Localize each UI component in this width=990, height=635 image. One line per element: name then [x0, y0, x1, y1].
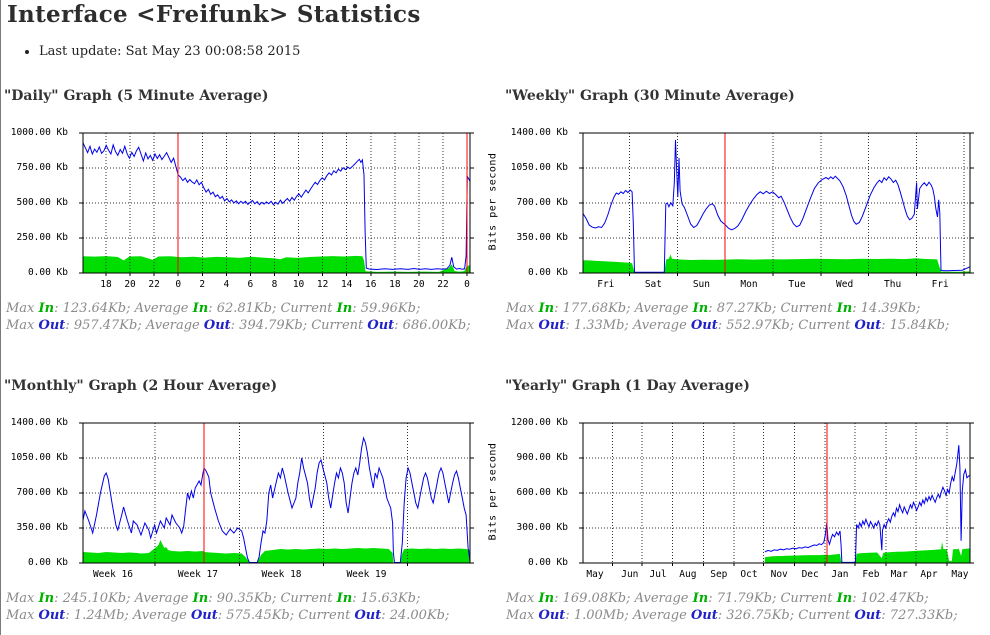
yearly-y-tick-label: 900.00 Kb [516, 452, 568, 463]
daily-x-tick-label: 18 [100, 279, 112, 290]
daily-y-tick-label: 1000.00 Kb [10, 127, 68, 138]
weekly-graph-heading: "Weekly" Graph (30 Minute Average) [505, 88, 795, 104]
daily-x-tick-label: 0 [175, 279, 182, 290]
daily-graph-canvas [79, 132, 474, 276]
yearly-stats-in-line: Max In: 169.08Kb; Average In: 71.79Kb; C… [506, 591, 929, 606]
monthly-x-tick-label: Week 17 [177, 569, 218, 580]
daily-y-tick-label: 500.00 Kb [16, 197, 68, 208]
monthly-stats: Max In: 245.10Kb; Average In: 90.35Kb; C… [6, 590, 449, 624]
weekly-stats-in-line: Max In: 177.68Kb; Average In: 87.27Kb; C… [506, 301, 921, 316]
yearly-x-tick-label: Jul [649, 569, 667, 580]
monthly-graph-heading: "Monthly" Graph (2 Hour Average) [4, 378, 278, 394]
weekly-y-tick-label: 1400.00 Kb [510, 127, 568, 138]
yearly-x-tick-label: Dec [801, 569, 819, 580]
daily-x-tick-label: 16 [365, 279, 377, 290]
weekly-x-tick-label: Thu [884, 279, 902, 290]
weekly-x-tick-label: Wed [836, 279, 854, 290]
daily-x-tick-label: 12 [316, 279, 329, 290]
yearly-stats: Max In: 169.08Kb; Average In: 71.79Kb; C… [506, 590, 958, 624]
daily-y-tick-label: 0.00 Kb [27, 267, 68, 278]
monthly-y-tick-label: 350.00 Kb [16, 522, 68, 533]
yearly-y-tick-label: 1200.00 Kb [510, 417, 568, 428]
yearly-x-tick-label: Mar [890, 569, 908, 580]
daily-y-tick-label: 250.00 Kb [16, 232, 68, 243]
yearly-graph-heading: "Yearly" Graph (1 Day Average) [505, 378, 750, 394]
daily-x-tick-label: 8 [271, 279, 278, 290]
monthly-x-tick-label: Week 16 [92, 569, 133, 580]
yearly-x-tick-label: Oct [740, 569, 758, 580]
yearly-y-tick-label: 600.00 Kb [516, 487, 568, 498]
daily-x-tick-label: 0 [464, 279, 470, 290]
yearly-x-tick-label: Apr [920, 569, 938, 580]
weekly-x-tick-label: Sun [692, 279, 710, 290]
weekly-x-tick-label: Fri [931, 279, 949, 290]
weekly-x-tick-label: Sat [644, 279, 662, 290]
yearly-graph-canvas [579, 422, 974, 566]
yearly-x-tick-label: Jan [831, 569, 849, 580]
yearly-y-tick-label: 0.00 Kb [527, 557, 568, 568]
daily-x-tick-label: 22 [437, 279, 449, 290]
yearly-graph: 1200.00 Kb 900.00 Kb 600.00 Kb 300.00 Kb 0.0… [488, 411, 990, 587]
yearly-x-tick-label: Sep [710, 569, 728, 580]
yearly-x-tick-label: Feb [862, 569, 880, 580]
daily-graph: 1000.00 Kb 750.00 Kb 500.00 Kb 250.00 Kb 0.0… [0, 121, 492, 297]
daily-stats-in-line: Max In: 123.64Kb; Average In: 62.81Kb; C… [6, 301, 421, 316]
daily-x-tick-label: 4 [223, 279, 230, 290]
weekly-x-tick-label: Tue [788, 279, 806, 290]
daily-x-tick-label: 20 [124, 279, 136, 290]
monthly-y-tick-label: 1400.00 Kb [10, 417, 68, 428]
weekly-stats: Max In: 177.68Kb; Average In: 87.27Kb; C… [506, 300, 949, 334]
daily-x-tick-label: 22 [148, 279, 160, 290]
yearly-y-tick-label: 300.00 Kb [516, 522, 568, 533]
weekly-x-tick-label: Fri [597, 279, 615, 290]
daily-x-tick-label: 20 [413, 279, 425, 290]
weekly-y-tick-label: 350.00 Kb [516, 232, 568, 243]
monthly-y-tick-label: 0.00 Kb [27, 557, 68, 568]
page-title: Interface <Freifunk> Statistics [7, 1, 421, 28]
last-update-text: Last update: Sat May 23 00:08:58 2015 [39, 44, 300, 59]
daily-x-tick-label: 18 [389, 279, 401, 290]
weekly-x-tick-label: Mon [740, 279, 758, 290]
yearly-y-axis-title: Bits per second [487, 442, 499, 541]
monthly-stats-out-line: Max Out: 1.24Mb; Average Out: 575.45Kb; … [6, 608, 450, 623]
daily-graph-heading: "Daily" Graph (5 Minute Average) [4, 88, 269, 104]
daily-stats: Max In: 123.64Kb; Average In: 62.81Kb; C… [6, 300, 471, 334]
last-update-list: Last update: Sat May 23 00:08:58 2015 [22, 44, 300, 59]
daily-x-tick-label: 10 [292, 279, 305, 290]
yearly-x-tick-label: Nov [770, 569, 788, 580]
monthly-graph-canvas [79, 422, 474, 566]
monthly-y-tick-label: 1050.00 Kb [10, 452, 68, 463]
weekly-y-tick-label: 700.00 Kb [516, 197, 568, 208]
weekly-y-axis-title: Bits per second [487, 152, 499, 251]
daily-y-tick-label: 750.00 Kb [16, 162, 68, 173]
yearly-stats-out-line: Max Out: 1.00Mb; Average Out: 326.75Kb; … [506, 608, 958, 623]
weekly-y-tick-label: 0.00 Kb [527, 267, 568, 278]
daily-x-tick-label: 6 [247, 279, 254, 290]
monthly-x-tick-label: Week 19 [346, 569, 387, 580]
daily-x-tick-label: 14 [340, 279, 353, 290]
daily-x-tick-label: 2 [199, 279, 206, 290]
daily-stats-out-line: Max Out: 957.47Kb; Average Out: 394.79Kb… [6, 318, 471, 333]
weekly-graph: 1400.00 Kb 1050.00 Kb 700.00 Kb 350.00 Kb 0.… [488, 121, 990, 297]
weekly-stats-out-line: Max Out: 1.33Mb; Average Out: 552.97Kb; … [506, 318, 950, 333]
monthly-x-tick-label: Week 18 [261, 569, 302, 580]
yearly-x-tick-label: Jun [621, 569, 639, 580]
yearly-x-tick-label: Aug [679, 569, 697, 580]
yearly-x-tick-label: May [586, 569, 604, 580]
yearly-x-tick-label: May [951, 569, 969, 580]
page-left-border [0, 0, 1, 635]
monthly-stats-in-line: Max In: 245.10Kb; Average In: 90.35Kb; C… [6, 591, 421, 606]
monthly-graph: 1400.00 Kb 1050.00 Kb 700.00 Kb 350.00 Kb 0.… [0, 411, 492, 587]
monthly-y-tick-label: 700.00 Kb [16, 487, 68, 498]
weekly-graph-canvas [579, 132, 974, 276]
weekly-y-tick-label: 1050.00 Kb [510, 162, 568, 173]
